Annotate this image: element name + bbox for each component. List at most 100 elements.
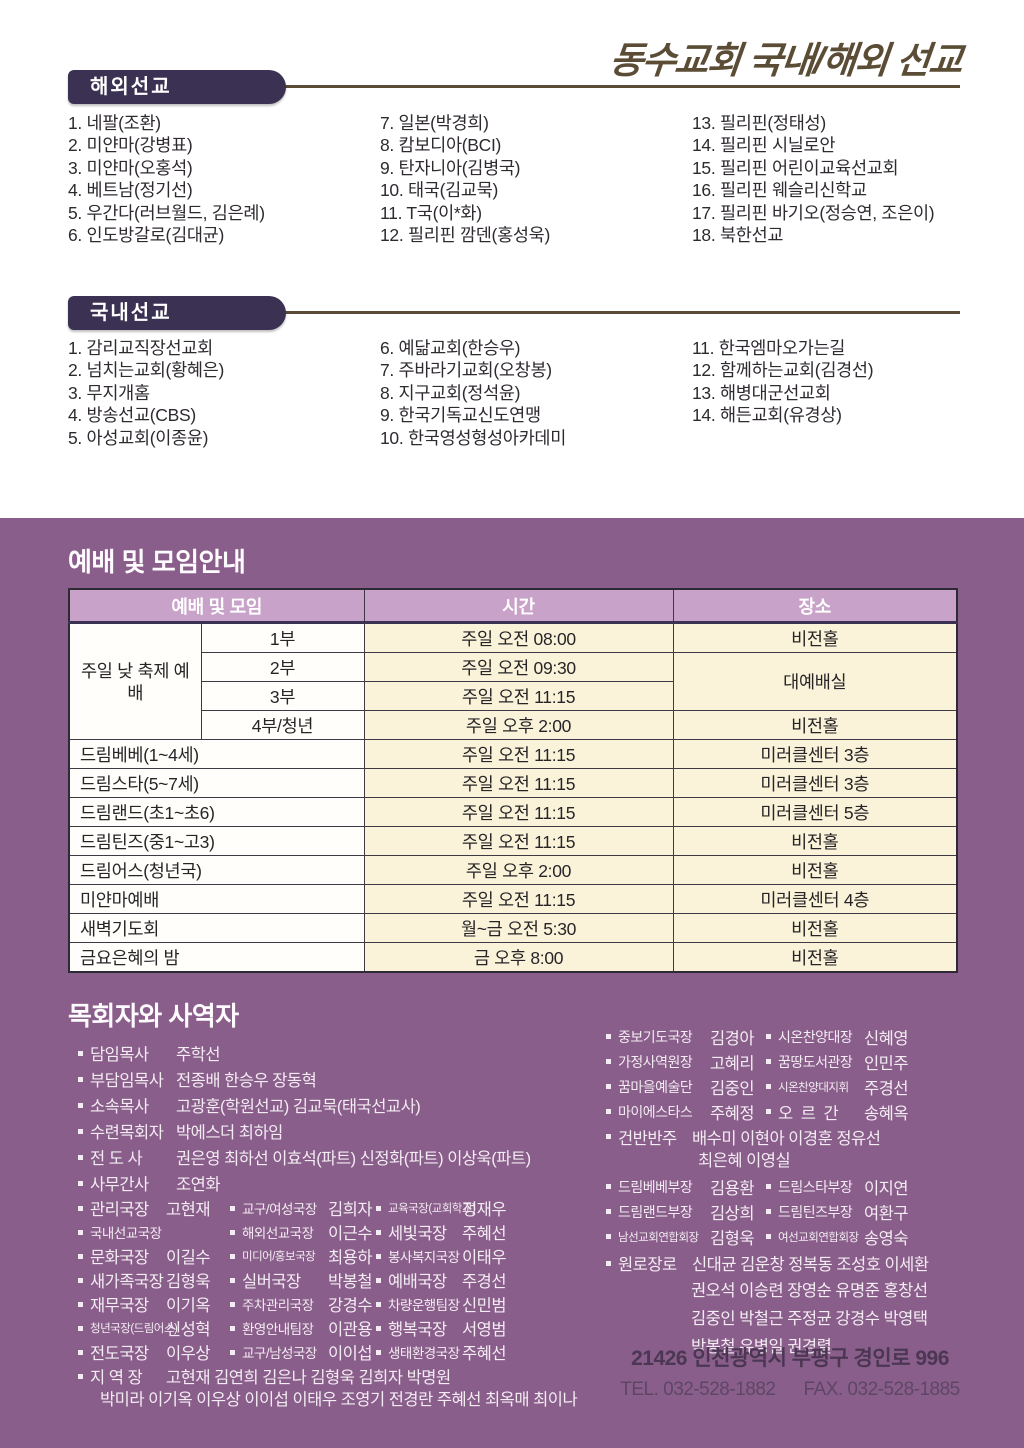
service-place: 미러클센터 5층 bbox=[672, 797, 958, 827]
staff-role: 여선교회연합회장 bbox=[778, 1231, 859, 1244]
staff-names: 전종배 한승우 장동혁 bbox=[176, 1072, 317, 1090]
staff-name: 고현재 bbox=[166, 1201, 211, 1219]
table-row: 주일 낮 축제 예배 1부 주일 오전 08:00 비전홀 bbox=[68, 622, 958, 740]
mission-item: 1. 감리교직장선교회 bbox=[68, 338, 213, 358]
staff-role: 소속목사 bbox=[90, 1098, 149, 1116]
table-row: 새벽기도회 월~금 오전 5:30 비전홀 bbox=[68, 913, 958, 943]
bullet-icon bbox=[78, 1229, 83, 1235]
mission-item: 17. 필리핀 바기오(정승연, 조은이) bbox=[692, 202, 935, 223]
staff-row: 소속목사 고광훈(학원선교) 김교묵(태국선교사) bbox=[68, 1092, 595, 1118]
staff-role: 교구/여성국장 bbox=[242, 1202, 317, 1217]
staff-role: 교구/남성국장 bbox=[242, 1346, 317, 1361]
staff-row: 꿈마을예술단 김중인 시온찬양대지휘 주경선 bbox=[596, 1074, 1020, 1099]
staff-role: 교육국장(교회학교) bbox=[388, 1203, 476, 1215]
mission-item: 9. 탄자니아(김병국) bbox=[380, 157, 521, 178]
staff-entry: 교구/여성국장 김희자 bbox=[220, 1196, 373, 1220]
staff-row-elders: 원로장로 신대균 김운창 정복동 조성호 이세환 bbox=[596, 1249, 1020, 1277]
staff-role: 차량운행팀장 bbox=[388, 1298, 460, 1313]
bullet-icon bbox=[376, 1325, 381, 1331]
service-part: 1부 bbox=[200, 622, 365, 653]
bullet-icon bbox=[766, 1209, 771, 1214]
staff-entry: 주차관리국장 강경수 bbox=[220, 1292, 373, 1316]
staff-left-column: 담임목사 주학선 부담임목사 전종배 한승우 장동혁 소속목사 고광훈(학원선교) 김… bbox=[68, 1040, 595, 1413]
staff-names-continued: 최은혜 이영실 bbox=[698, 1152, 791, 1170]
staff-role: 새가족국장 bbox=[90, 1273, 164, 1291]
service-time: 주일 오후 2:00 bbox=[363, 710, 674, 740]
bullet-icon bbox=[766, 1234, 771, 1239]
staff-row: 청년국장(드림어스) 신성혁 환영안내팀장 이관용 행복국장 서영범 bbox=[68, 1316, 595, 1340]
staff-role: 미디어/홍보국장 bbox=[242, 1251, 316, 1263]
bullet-icon bbox=[78, 1180, 83, 1186]
staff-role: 드림랜드부장 bbox=[618, 1203, 693, 1220]
staff-role: 원로장로 bbox=[618, 1256, 677, 1274]
staff-row: 담임목사 주학선 bbox=[68, 1040, 595, 1066]
service-time: 주일 오전 11:15 bbox=[363, 884, 674, 914]
staff-entry: 해외선교국장 이근수 bbox=[220, 1220, 373, 1244]
staff-entry: 문화국장 이길수 bbox=[68, 1244, 220, 1268]
mission-item: 8. 캄보디아(BCI) bbox=[380, 135, 502, 156]
mission-item: 1. 네팔(조환) bbox=[68, 113, 161, 133]
service-place: 미러클센터 3층 bbox=[672, 768, 958, 798]
service-time: 주일 오전 08:00 bbox=[363, 622, 674, 653]
staff-row: 전도국장 이우상 교구/남성국장 이이섭 생태환경국장 주혜선 bbox=[68, 1340, 595, 1364]
staff-right-column: 중보기도국장 김경아 시온찬양대장 신혜영 가정사역원장 고혜리 꿈땅도서관장 인민주 … bbox=[596, 1024, 1020, 1361]
contact-block: 21426 인천광역시 부평구 경인로 996 TEL. 032-528-188… bbox=[575, 1342, 1005, 1401]
staff-row: 부담임목사 전종배 한승우 장동혁 bbox=[68, 1066, 595, 1092]
mission-item: 5. 우간다(러브월드, 김은례) bbox=[68, 202, 265, 223]
bullet-icon bbox=[230, 1229, 235, 1235]
table-row: 드림랜드(초1~초6) 주일 오전 11:15 미러클센터 5층 bbox=[68, 797, 958, 827]
staff-role: 문화국장 bbox=[90, 1249, 149, 1267]
fax-number: FAX. 032-528-1885 bbox=[803, 1379, 960, 1400]
staff-name: 이관용 bbox=[328, 1321, 373, 1339]
service-place: 미러클센터 4층 bbox=[672, 884, 958, 914]
bullet-icon bbox=[78, 1205, 83, 1211]
staff-name: 이우상 bbox=[166, 1345, 211, 1363]
staff-role: 시온찬양대장 bbox=[778, 1028, 853, 1045]
table-row: 4부/청년 주일 오후 2:00 비전홀 bbox=[69, 710, 958, 740]
staff-entry: 관리국장 고현재 bbox=[68, 1196, 220, 1220]
staff-role: 전도국장 bbox=[90, 1345, 149, 1363]
bullet-icon bbox=[376, 1205, 381, 1211]
staff-role: 시온찬양대지휘 bbox=[778, 1081, 849, 1094]
bullet-icon bbox=[78, 1050, 83, 1056]
mission-item: 11. T국(이*화) bbox=[380, 202, 482, 223]
mission-item: 10. 한국영성형성아카데미 bbox=[380, 427, 566, 448]
bullet-icon bbox=[606, 1209, 611, 1214]
staff-entry: 미디어/홍보국장 최용하 bbox=[220, 1244, 373, 1268]
staff-name: 이지연 bbox=[864, 1179, 909, 1198]
staff-entry: 청년국장(드림어스) 신성혁 bbox=[68, 1316, 220, 1340]
staff-name: 이근수 bbox=[328, 1225, 373, 1243]
staff-entry: 꿈마을예술단 김중인 bbox=[596, 1075, 756, 1099]
bullet-icon bbox=[78, 1301, 83, 1307]
bullet-icon bbox=[606, 1034, 611, 1039]
mission-item: 5. 아성교회(이종윤) bbox=[68, 427, 209, 448]
staff-role: 중보기도국장 bbox=[618, 1028, 693, 1045]
staff-name: 이이섭 bbox=[328, 1345, 373, 1363]
col-header-time: 시간 bbox=[363, 588, 674, 624]
bullet-icon bbox=[376, 1229, 381, 1235]
table-header-row: 예배 및 모임 시간 장소 bbox=[68, 588, 958, 624]
staff-names: 조연화 bbox=[176, 1176, 221, 1194]
staff-row: 드림랜드부장 김상희 드림틴즈부장 여환구 bbox=[596, 1199, 1020, 1224]
staff-names: 신대균 김운창 정복동 조성호 이세환 bbox=[692, 1256, 929, 1274]
staff-name: 정재우 bbox=[462, 1201, 507, 1219]
domestic-column-2: 6. 예닮교회(한승우) 7. 주바라기교회(오창봉) 8. 지구교회(정석윤)… bbox=[380, 337, 692, 449]
staff-entry: 생태환경국장 주혜선 bbox=[366, 1340, 595, 1364]
staff-row: 국내선교국장 해외선교국장 이근수 세빛국장 주혜선 bbox=[68, 1220, 595, 1244]
bullet-icon bbox=[376, 1301, 381, 1307]
service-time: 금 오후 8:00 bbox=[363, 942, 674, 973]
staff-entry: 교육국장(교회학교) 정재우 bbox=[366, 1196, 595, 1220]
mission-item: 12. 함께하는교회(김경선) bbox=[692, 360, 874, 381]
staff-names: 고광훈(학원선교) 김교묵(태국선교사) bbox=[176, 1098, 421, 1116]
staff-heading: 목회자와 사역자 bbox=[68, 1001, 239, 1031]
service-time: 주일 오전 11:15 bbox=[363, 768, 674, 798]
bullet-icon bbox=[78, 1277, 83, 1283]
bullet-icon bbox=[606, 1184, 611, 1189]
staff-role: 관리국장 bbox=[90, 1201, 149, 1219]
staff-row: 문화국장 이길수 미디어/홍보국장 최용하 봉사복지국장 이태우 bbox=[68, 1244, 595, 1268]
bullet-icon bbox=[766, 1184, 771, 1189]
service-place: 비전홀 bbox=[672, 826, 958, 856]
staff-entry: 전도국장 이우상 bbox=[68, 1340, 220, 1364]
staff-name: 고혜리 bbox=[710, 1054, 755, 1073]
